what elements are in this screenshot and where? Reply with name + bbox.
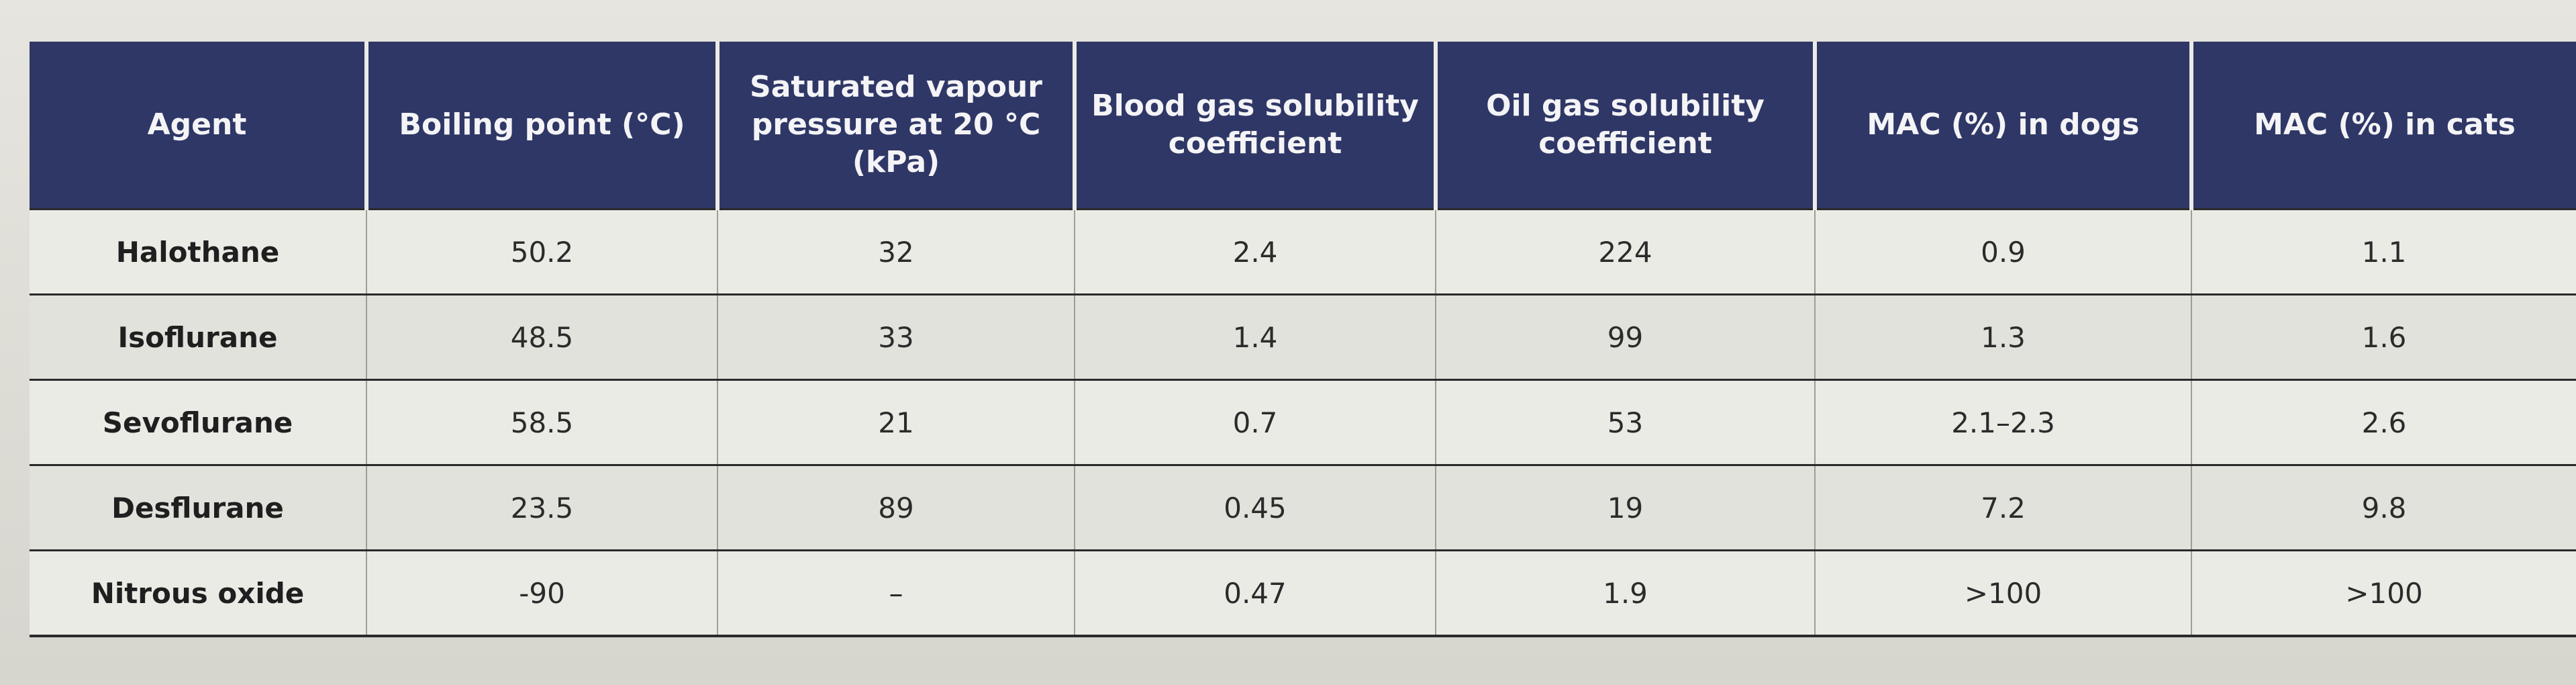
header-agent: Agent xyxy=(30,42,368,210)
cell-boiling-point: 50.2 xyxy=(366,208,718,295)
cell-mac-dogs: 1.3 xyxy=(1815,294,2192,381)
cell-mac-dogs: 0.9 xyxy=(1815,208,2192,295)
cell-mac-cats: 1.1 xyxy=(2191,208,2576,295)
cell-agent: Sevoflurane xyxy=(30,379,367,466)
cell-vapour-pressure: – xyxy=(717,550,1075,637)
table-row: Sevoflurane 58.5 21 0.7 53 2.1–2.3 2.6 xyxy=(30,379,2576,466)
header-mac-cats: MAC (%) in cats xyxy=(2191,42,2576,210)
header-row: Agent Boiling point (°C) Saturated vapou… xyxy=(30,42,2576,210)
cell-oil-gas-solubility: 19 xyxy=(1436,465,1816,551)
cell-mac-cats: 1.6 xyxy=(2191,294,2576,381)
cell-agent: Isoflurane xyxy=(30,294,367,381)
cell-oil-gas-solubility: 224 xyxy=(1436,208,1816,295)
table-row: Nitrous oxide -90 – 0.47 1.9 >100 >100 xyxy=(30,550,2576,637)
cell-boiling-point: 48.5 xyxy=(366,294,718,381)
cell-boiling-point: 58.5 xyxy=(366,379,718,466)
cell-mac-dogs: 7.2 xyxy=(1815,465,2192,551)
header-boiling-point: Boiling point (°C) xyxy=(366,42,720,210)
table-row: Isoflurane 48.5 33 1.4 99 1.3 1.6 xyxy=(30,294,2576,381)
cell-mac-cats: >100 xyxy=(2191,550,2576,637)
cell-vapour-pressure: 33 xyxy=(717,294,1075,381)
header-oil-gas-solubility: Oil gas solubility coefficient xyxy=(1436,42,1817,210)
cell-mac-dogs: 2.1–2.3 xyxy=(1815,379,2192,466)
cell-oil-gas-solubility: 99 xyxy=(1436,294,1816,381)
cell-boiling-point: -90 xyxy=(366,550,718,637)
cell-oil-gas-solubility: 53 xyxy=(1436,379,1816,466)
cell-blood-gas-solubility: 0.45 xyxy=(1075,465,1436,551)
cell-blood-gas-solubility: 2.4 xyxy=(1075,208,1436,295)
cell-blood-gas-solubility: 0.47 xyxy=(1075,550,1436,637)
cell-oil-gas-solubility: 1.9 xyxy=(1436,550,1816,637)
header-vapour-pressure: Saturated vapour pressure at 20 °C (kPa) xyxy=(717,42,1077,210)
cell-vapour-pressure: 32 xyxy=(717,208,1075,295)
cell-vapour-pressure: 21 xyxy=(717,379,1075,466)
cell-agent: Desflurane xyxy=(30,465,367,551)
cell-boiling-point: 23.5 xyxy=(366,465,718,551)
anaesthetic-agents-table: Agent Boiling point (°C) Saturated vapou… xyxy=(30,42,2576,637)
cell-mac-cats: 9.8 xyxy=(2191,465,2576,551)
anaesthetic-agents-table-container: Agent Boiling point (°C) Saturated vapou… xyxy=(30,42,2576,637)
cell-agent: Halothane xyxy=(30,208,367,295)
header-mac-dogs: MAC (%) in dogs xyxy=(1815,42,2193,210)
cell-blood-gas-solubility: 1.4 xyxy=(1075,294,1436,381)
cell-mac-dogs: >100 xyxy=(1815,550,2192,637)
cell-mac-cats: 2.6 xyxy=(2191,379,2576,466)
table-row: Halothane 50.2 32 2.4 224 0.9 1.1 xyxy=(30,208,2576,295)
header-blood-gas-solubility: Blood gas solubility coefficient xyxy=(1075,42,1438,210)
table-row: Desflurane 23.5 89 0.45 19 7.2 9.8 xyxy=(30,465,2576,551)
cell-agent: Nitrous oxide xyxy=(30,550,367,637)
cell-blood-gas-solubility: 0.7 xyxy=(1075,379,1436,466)
cell-vapour-pressure: 89 xyxy=(717,465,1075,551)
